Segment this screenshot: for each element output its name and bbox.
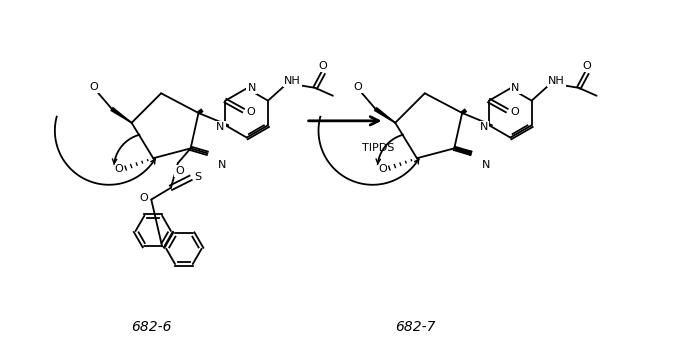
Text: N: N [480,122,489,132]
Text: O: O [354,82,362,92]
Text: O: O [510,107,519,117]
Text: O: O [247,107,255,117]
Text: O: O [115,164,123,174]
Polygon shape [454,148,472,155]
Text: O: O [175,166,184,176]
Text: N: N [218,160,226,170]
Text: O: O [90,82,99,92]
Polygon shape [375,108,395,123]
Text: O: O [319,61,327,71]
Text: 682-7: 682-7 [395,320,435,334]
Text: N: N [216,122,224,132]
Text: NH: NH [548,76,565,86]
Text: O: O [582,61,591,71]
Text: O: O [378,164,387,174]
Text: N: N [511,83,519,93]
Text: TIPDS: TIPDS [362,143,394,153]
Text: 682-6: 682-6 [131,320,171,334]
Text: NH: NH [284,76,301,86]
Polygon shape [111,108,131,123]
Text: N: N [482,160,490,170]
Text: O: O [139,193,147,202]
Text: S: S [194,172,201,182]
Text: N: N [247,83,256,93]
